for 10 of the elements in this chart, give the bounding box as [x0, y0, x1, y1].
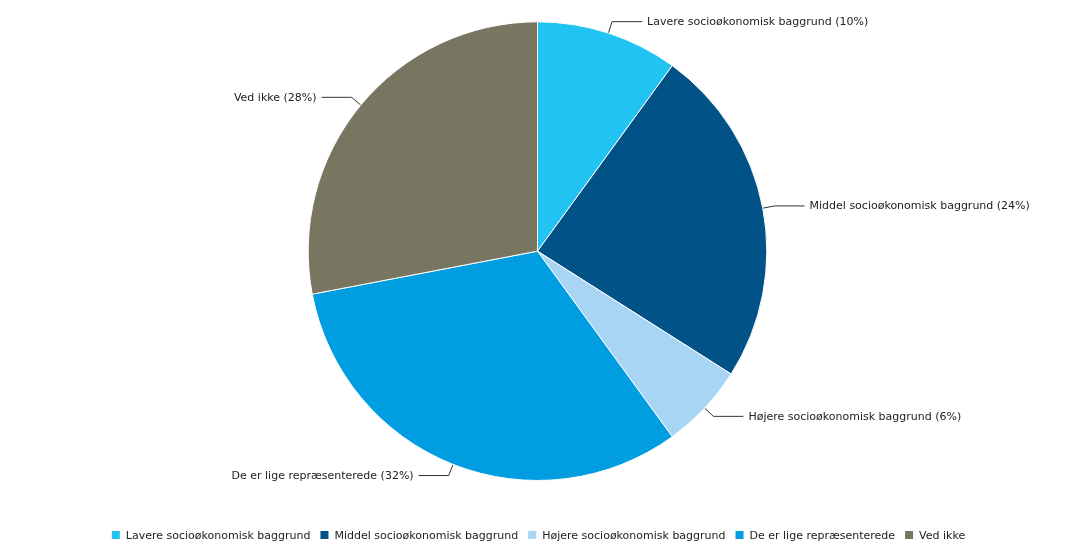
category-label: Højere socioøkonomisk baggrund (6%): [748, 409, 962, 423]
legend-label: Lavere socioøkonomisk baggrund: [125, 528, 311, 542]
category-label: Lavere socioøkonomisk baggrund (10%): [647, 15, 869, 29]
legend-label: De er lige repræsenterede: [749, 528, 896, 542]
category-label: Middel socioøkonomisk baggrund (24%): [809, 199, 1030, 213]
category-label: De er lige repræsenterede (32%): [231, 469, 414, 483]
legend-label: Højere socioøkonomisk baggrund: [542, 528, 726, 542]
legend-label: Middel socioøkonomisk baggrund: [334, 528, 519, 542]
legend-label: Ved ikke: [919, 528, 966, 542]
category-label: Ved ikke (28%): [233, 90, 317, 104]
